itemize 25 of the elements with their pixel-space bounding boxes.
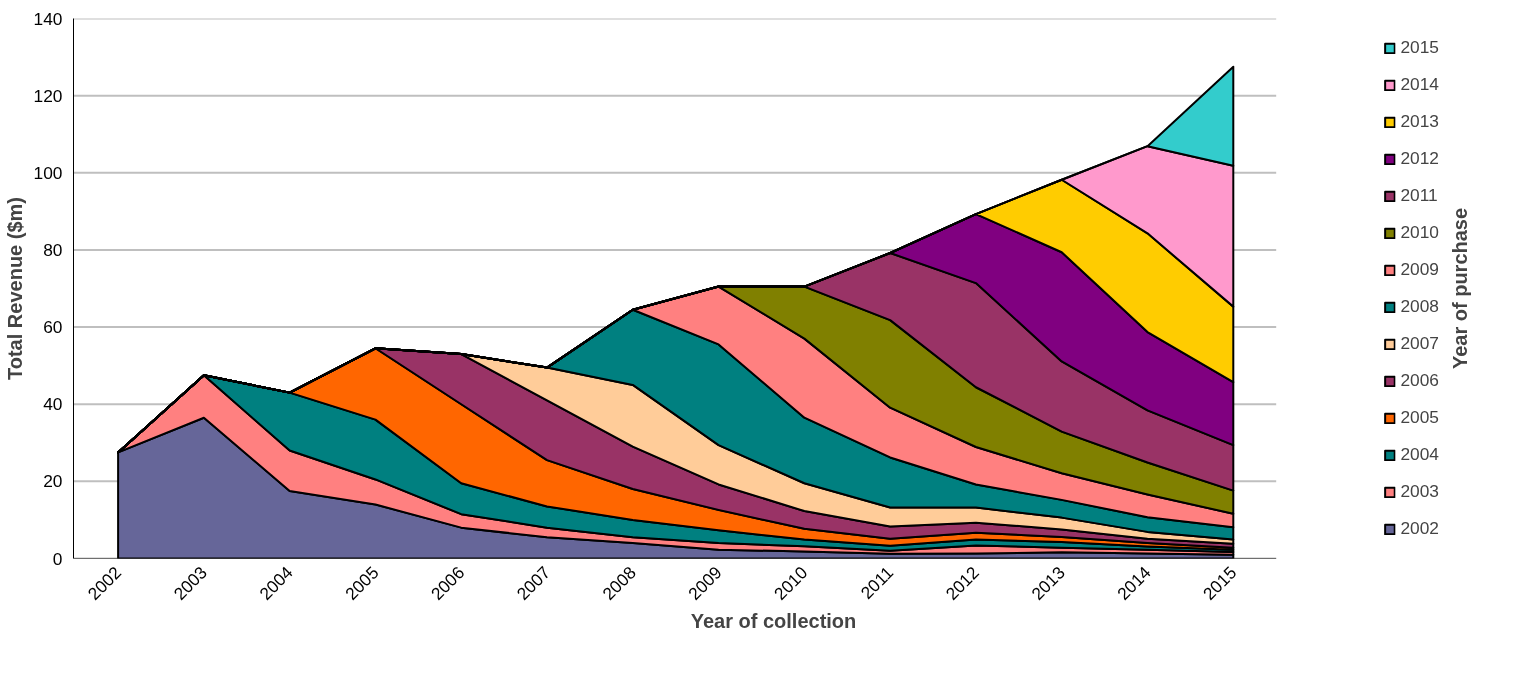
- y-axis-title: Total Revenue ($m): [3, 197, 26, 380]
- legend-label: 2013: [1400, 111, 1439, 132]
- legend-label: 2012: [1400, 148, 1439, 169]
- legend-label: 2010: [1400, 222, 1439, 243]
- legend-label: 2006: [1400, 370, 1439, 391]
- legend-label: 2011: [1400, 185, 1438, 206]
- legend-label: 2002: [1400, 518, 1439, 539]
- legend-label: 2009: [1400, 259, 1439, 280]
- legend-label: 2005: [1400, 407, 1439, 428]
- y-tick-label: 140: [33, 8, 63, 29]
- y-tick-label: 40: [43, 394, 63, 415]
- legend-label: 2014: [1400, 74, 1439, 95]
- y-tick-label: 20: [43, 471, 63, 492]
- legend-label: 2004: [1400, 444, 1439, 465]
- legend-label: 2007: [1400, 333, 1439, 354]
- legend-label: 2003: [1400, 481, 1439, 502]
- x-axis-title: Year of collection: [690, 610, 857, 633]
- legend-label: 2015: [1400, 37, 1439, 58]
- legend-label: 2008: [1400, 296, 1439, 317]
- y-tick-label: 80: [43, 239, 63, 260]
- y-tick-label: 0: [52, 548, 63, 569]
- y-tick-label: 120: [33, 85, 63, 106]
- y-tick-label: 100: [33, 162, 63, 183]
- y-tick-label: 60: [43, 317, 63, 338]
- legend-title: Year of purchase: [1448, 207, 1471, 370]
